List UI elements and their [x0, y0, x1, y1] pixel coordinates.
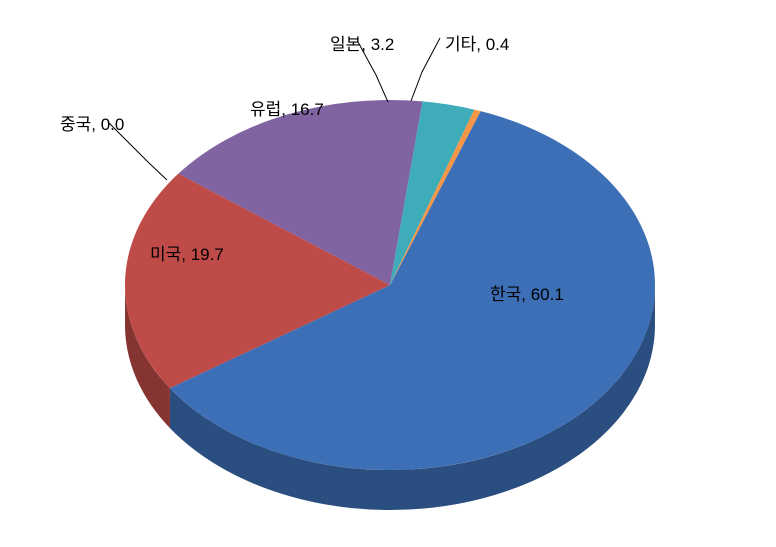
leader-중국 — [108, 122, 167, 180]
leader-기타 — [411, 38, 440, 101]
pie-tops — [125, 100, 655, 470]
pie-svg — [0, 0, 776, 547]
leader-일본 — [358, 42, 388, 102]
pie-chart-3d: 한국, 60.1미국, 19.7중국, 0.0유럽, 16.7일본, 3.2기타… — [0, 0, 776, 547]
